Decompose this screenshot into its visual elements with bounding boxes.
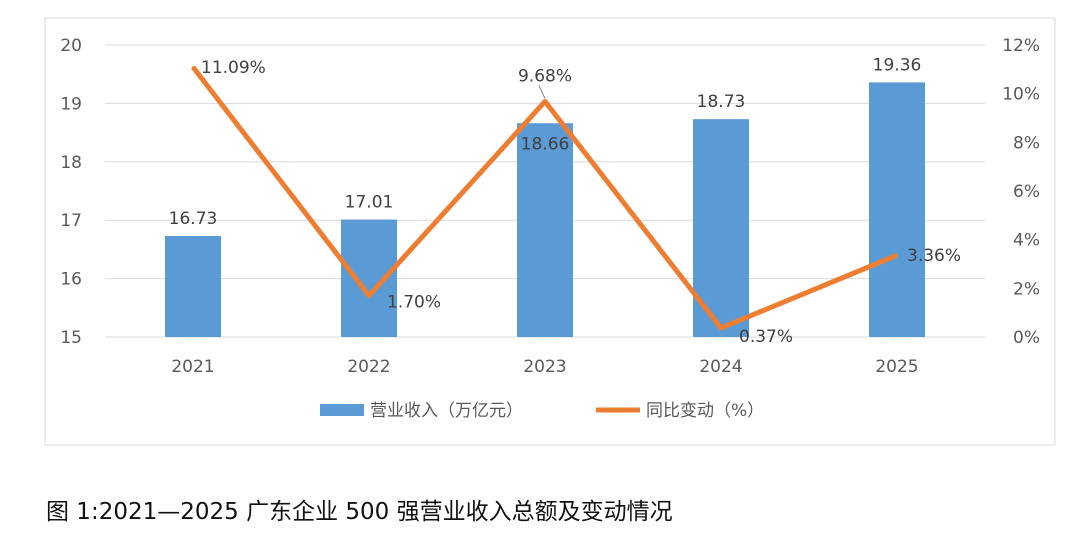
x-tick-label: 2022 (347, 357, 390, 377)
bar-value-label: 16.73 (169, 209, 218, 229)
y-right-tick-label: 6% (1013, 182, 1040, 202)
y-right-tick-label: 10% (1002, 85, 1040, 105)
line-point-2024 (720, 326, 722, 329)
y-left-tick-label: 16 (60, 270, 82, 290)
line-value-label: 1.70% (387, 293, 441, 313)
bar-2025 (869, 82, 925, 337)
y-right-tick-label: 0% (1013, 328, 1040, 348)
line-value-label: 11.09% (201, 58, 266, 78)
figure-caption: 图 1:2021—2025 广东企业 500 强营业收入总额及变动情况 (46, 499, 673, 525)
legend-swatch-bar (320, 404, 364, 416)
y-right-tick-label: 8% (1013, 133, 1040, 153)
y-right-tick-label: 2% (1013, 279, 1040, 299)
x-tick-label: 2024 (699, 357, 742, 377)
leader-line (538, 85, 546, 99)
line-point-2023 (544, 100, 546, 103)
bar-value-label: 18.66 (521, 134, 570, 154)
line-point-2022 (368, 294, 370, 297)
y-left-tick-label: 18 (60, 153, 82, 173)
bar-value-label: 17.01 (345, 193, 394, 213)
bar-value-label: 18.73 (697, 92, 746, 112)
x-tick-label: 2021 (171, 357, 214, 377)
y-left-tick-label: 19 (60, 94, 82, 114)
y-left-tick-label: 20 (60, 36, 82, 56)
line-point-2025 (896, 254, 898, 257)
bar-value-label: 19.36 (873, 55, 922, 75)
line-value-label: 0.37% (739, 327, 793, 347)
line-value-label: 9.68% (518, 66, 572, 86)
bar-2021 (165, 235, 221, 337)
bar-2023 (517, 123, 573, 337)
legend: 营业收入（万亿元） 同比变动（%） (320, 401, 764, 421)
legend-label-line: 同比变动（%） (646, 401, 764, 421)
y-right-tick-label: 12% (1002, 36, 1040, 56)
bar-2022 (341, 219, 397, 337)
y-right-tick-label: 4% (1013, 231, 1040, 251)
line-value-label: 3.36% (907, 246, 961, 266)
y-left-tick-label: 17 (60, 211, 82, 231)
x-tick-label: 2025 (875, 357, 918, 377)
line-point-2021 (192, 66, 194, 69)
legend-label-bar: 营业收入（万亿元） (370, 401, 523, 421)
x-tick-label: 2023 (523, 357, 566, 377)
y-left-tick-label: 15 (60, 328, 82, 348)
